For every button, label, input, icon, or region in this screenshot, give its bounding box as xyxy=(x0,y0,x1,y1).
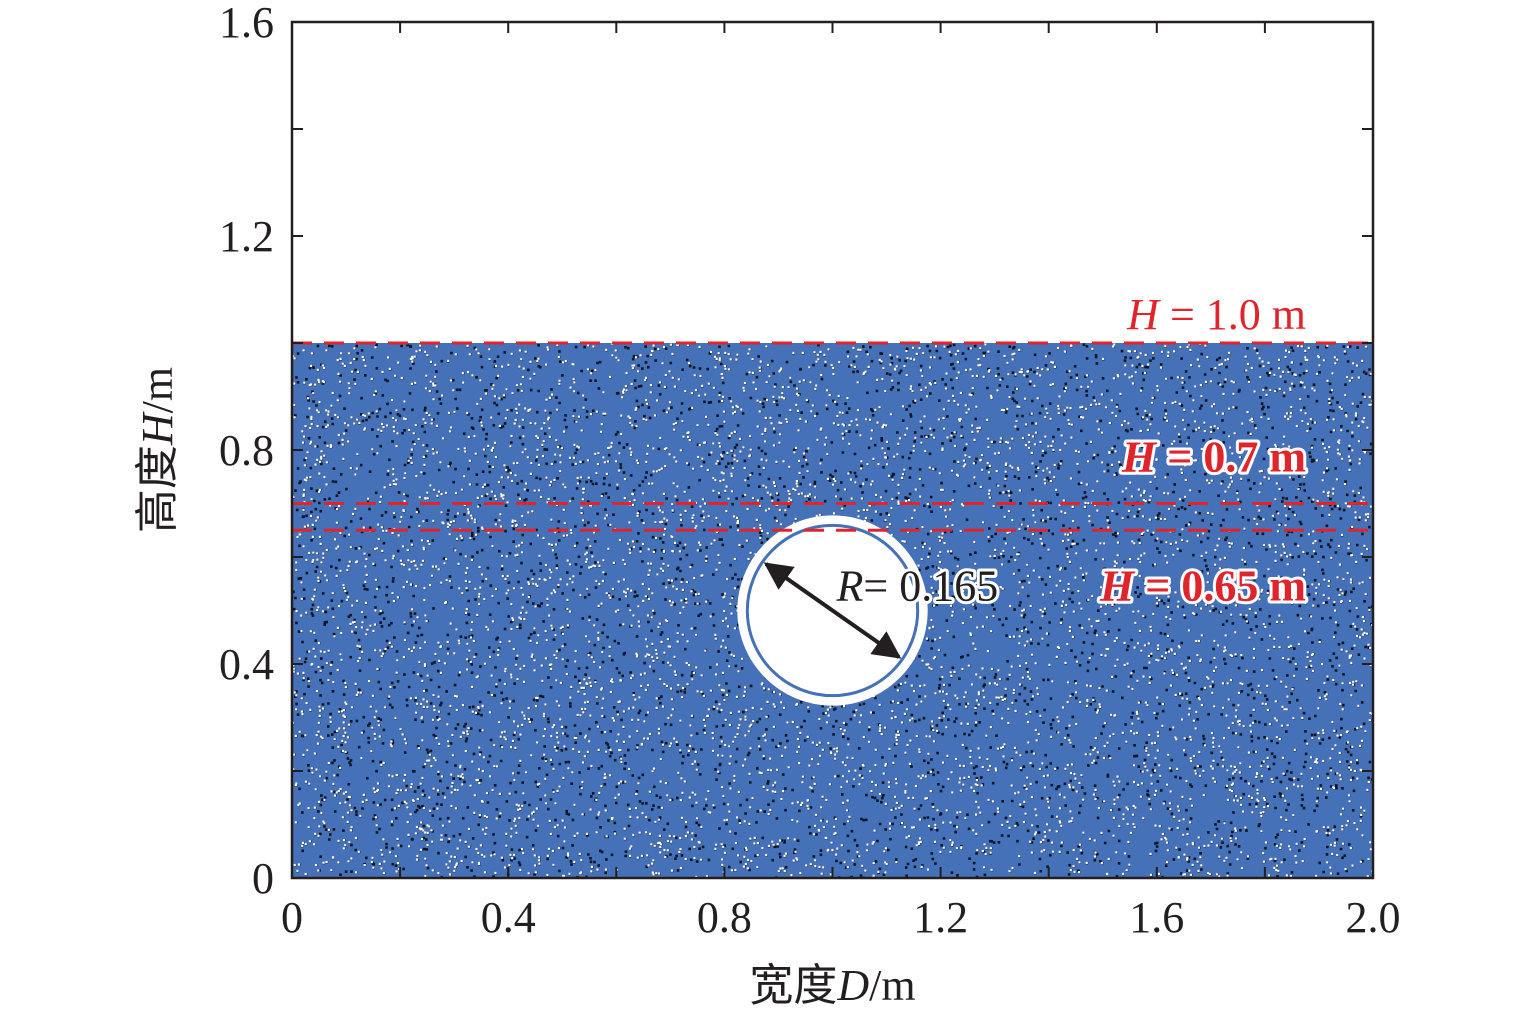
level-symbol: H xyxy=(1121,433,1158,482)
y-tick-label: 1.6 xyxy=(219,0,274,47)
y-tick-label: 0 xyxy=(252,854,274,903)
radius-value: = 0.165 xyxy=(863,562,998,611)
level-symbol: H xyxy=(1099,561,1136,610)
y-tick-label: 0.8 xyxy=(219,426,274,475)
level-label: H = 1.0 m xyxy=(1126,290,1306,339)
y-axis-title-unit: /m xyxy=(133,367,182,413)
x-axis-title-unit: /m xyxy=(869,961,915,1010)
x-tick-label: 0 xyxy=(281,893,303,942)
y-axis-title: 高度H/m xyxy=(133,367,182,533)
level-value: = 1.0 m xyxy=(1159,290,1306,339)
x-axis-title-prefix: 宽度 xyxy=(749,961,837,1010)
x-axis-title-symbol: D xyxy=(836,961,869,1010)
x-tick-label: 2.0 xyxy=(1346,893,1401,942)
x-tick-label: 0.4 xyxy=(481,893,536,942)
radius-symbol: R xyxy=(836,562,864,611)
y-tick-label: 0.4 xyxy=(219,640,274,689)
level-label: H = 0.65 m xyxy=(1099,561,1306,610)
x-axis-title: 宽度D/m xyxy=(749,961,915,1010)
cavity-outline xyxy=(745,523,920,698)
level-label: H = 0.7 m xyxy=(1121,433,1306,482)
level-symbol: H xyxy=(1126,290,1161,339)
axis-ticks: 0 0.4 0.8 1.2 1.6 2.0 0 0.4 0.8 1.2 1.6 xyxy=(219,0,1401,942)
water-level-lines: H = 1.0 mH = 0.7 mH = 0.65 m xyxy=(292,290,1373,613)
level-value: = 0.7 m xyxy=(1156,433,1306,482)
y-axis-title-prefix: 高度 xyxy=(133,445,182,533)
x-tick-label: 1.2 xyxy=(913,893,968,942)
radius-arrow xyxy=(763,562,902,659)
radius-label: R= 0.165 xyxy=(836,562,999,611)
y-axis-title-symbol: H xyxy=(133,411,182,446)
level-value: = 0.65 m xyxy=(1134,561,1306,610)
x-tick-label: 0.8 xyxy=(697,893,752,942)
x-tick-label: 1.6 xyxy=(1129,893,1184,942)
y-tick-label: 1.2 xyxy=(219,212,274,261)
